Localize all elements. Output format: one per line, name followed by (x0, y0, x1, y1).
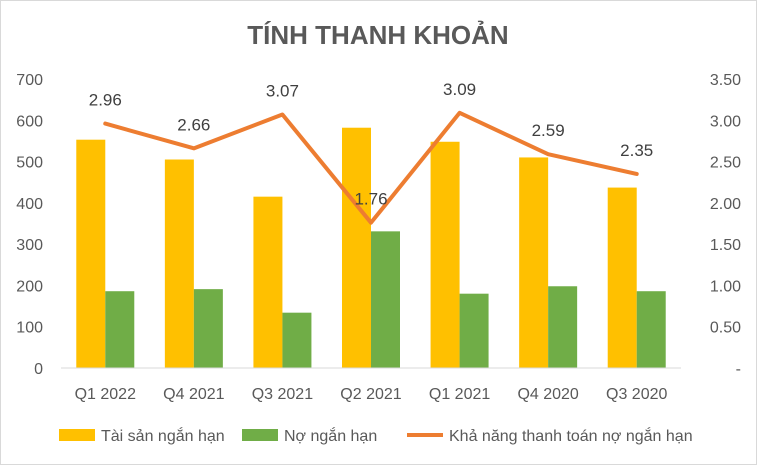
legend-swatch (242, 429, 278, 441)
x-tick-label: Q4 2020 (517, 386, 578, 403)
line-data-label: 2.66 (177, 115, 210, 134)
bar-no-3 (371, 231, 400, 368)
bar-no-2 (282, 312, 312, 368)
bar-no-5 (548, 286, 578, 368)
x-tick-label: Q1 2021 (429, 386, 490, 403)
bar-tai-san-3 (342, 127, 371, 369)
x-tick-label: Q1 2022 (75, 386, 136, 403)
legend: Tài sản ngắn hạn Nợ ngắn hạn Khả năng than… (59, 426, 693, 445)
y-left-tick-label: 600 (16, 113, 43, 130)
x-tick-label: Q3 2020 (606, 386, 667, 403)
y-right-tick-label: 2.00 (710, 196, 741, 213)
legend-label: Khả năng thanh toán nợ ngắn hạn (449, 426, 693, 445)
x-tick-label: Q3 2021 (252, 386, 313, 403)
y-right-tick-label: 1.50 (710, 237, 741, 254)
bars-group (76, 127, 666, 369)
y-right-tick-label: - (736, 361, 741, 378)
y-left-tick-label: 400 (16, 196, 43, 213)
axes-group: Q1 2022 Q4 2021 Q3 2021 Q2 2021 Q1 2021 Q4 20… (16, 72, 741, 403)
y-right-tick-label: 3.50 (710, 72, 741, 89)
y-right-tick-label: 2.50 (710, 155, 741, 172)
bar-no-1 (193, 289, 223, 368)
bar-no-0 (105, 291, 135, 368)
y-left-tick-label: 100 (16, 320, 43, 337)
line-group: 2.96 2.66 3.07 1.76 3.09 2.59 2.35 (89, 80, 653, 225)
x-tick-label: Q4 2021 (163, 386, 224, 403)
y-left-tick-label: 0 (34, 361, 43, 378)
bar-tai-san-6 (607, 187, 637, 368)
line-data-label: 2.35 (620, 141, 653, 160)
bar-no-6 (636, 291, 666, 368)
y-right-tick-label: 0.50 (710, 320, 741, 337)
bar-tai-san-4 (430, 141, 460, 368)
chart-title: TÍNH THANH KHOẢN (247, 20, 508, 50)
bar-tai-san-2 (253, 196, 283, 368)
bar-tai-san-5 (519, 157, 549, 368)
line-data-label: 1.76 (354, 190, 387, 209)
liquidity-ratio-line (103, 110, 639, 225)
y-right-tick-label: 3.00 (710, 113, 741, 130)
y-left-tick-label: 300 (16, 237, 43, 254)
y-left-tick-label: 200 (16, 278, 43, 295)
line-data-label: 3.07 (266, 82, 299, 101)
y-right-tick-label: 1.00 (710, 278, 741, 295)
line-data-label: 2.59 (532, 121, 565, 140)
legend-swatch (59, 429, 95, 441)
line-data-label: 3.09 (443, 80, 476, 99)
bar-no-4 (459, 293, 489, 368)
x-tick-label: Q2 2021 (340, 386, 401, 403)
y-left-tick-label: 500 (16, 155, 43, 172)
legend-label: Nợ ngắn hạn (284, 426, 377, 445)
bar-tai-san-0 (76, 139, 106, 368)
legend-label: Tài sản ngắn hạn (101, 426, 225, 445)
y-left-tick-label: 700 (16, 72, 43, 89)
bar-tai-san-1 (164, 159, 194, 368)
line-data-label: 2.96 (89, 91, 122, 110)
